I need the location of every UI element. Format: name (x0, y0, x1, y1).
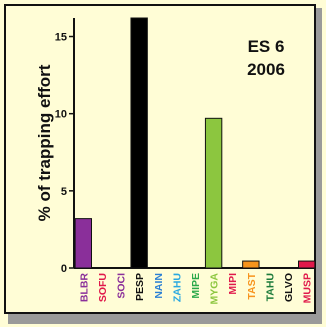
category-labels: BLBR SOFU SOCI PESP NAIN ZAHU MIPE MYGA MIPI TAST… (78, 272, 313, 304)
category-label-musp: MUSP (302, 273, 314, 303)
bar-pesp (130, 17, 148, 269)
annotation-line-1: ES 6 (248, 37, 285, 56)
bar-myga (204, 117, 223, 269)
bars (74, 17, 316, 269)
category-label-mipi: MIPI (227, 273, 239, 295)
y-axis-label: % of trapping effort (35, 64, 54, 221)
category-label-zahu: ZAHU (171, 273, 183, 302)
category-label-glvo: GLVO (283, 273, 295, 302)
bar-tast (242, 260, 260, 269)
category-label-blbr: BLBR (78, 273, 90, 303)
category-label-soci: SOCI (116, 273, 128, 299)
frame-shadow-right (316, 8, 322, 324)
category-label-mipe: MIPE (190, 273, 202, 299)
category-label-sofu: SOFU (97, 273, 109, 302)
category-label-myga: MYGA (209, 273, 221, 305)
y-tick-label: 10 (55, 109, 67, 121)
frame-shadow-bottom (8, 314, 320, 324)
y-tick-label: 0 (61, 263, 67, 275)
category-label-pesp: PESP (134, 273, 146, 301)
bar-musp (298, 260, 316, 269)
category-label-tahu: TAHU (264, 273, 276, 301)
category-label-tast: TAST (246, 272, 258, 299)
y-tick-label: 15 (55, 32, 67, 44)
bar-blbr (74, 218, 92, 269)
chart-frame (4, 4, 316, 314)
annotation-line-2: 2006 (247, 60, 285, 79)
y-ticks: 0 5 10 15 (55, 32, 74, 275)
axes (73, 18, 316, 269)
y-tick-label: 5 (61, 186, 67, 198)
category-label-nain: NAIN (153, 273, 165, 299)
